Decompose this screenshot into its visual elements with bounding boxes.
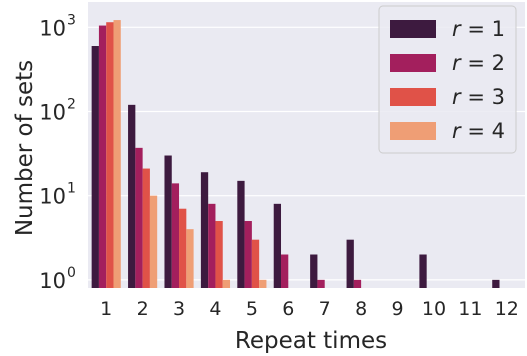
bar	[113, 20, 121, 289]
bars	[91, 20, 500, 289]
legend-swatch	[390, 88, 436, 106]
x-tick-label: 11	[458, 298, 482, 320]
legend-swatch	[390, 122, 436, 140]
x-tick-label: 12	[495, 298, 519, 320]
legend-label: r = 2	[452, 51, 505, 75]
bar	[164, 155, 172, 288]
x-tick-label: 1	[100, 298, 112, 320]
x-tick-label: 7	[319, 298, 331, 320]
x-tick-label: 2	[137, 298, 149, 320]
y-tick-label: 10	[39, 16, 66, 40]
legend-swatch	[390, 54, 436, 72]
bar	[317, 279, 325, 288]
bar	[244, 221, 252, 288]
x-tick-label: 10	[422, 298, 446, 320]
bar	[237, 180, 245, 288]
legend: r = 1 r = 2 r = 3 r = 4	[378, 5, 517, 154]
bar	[492, 279, 500, 288]
bar	[273, 203, 282, 288]
x-tick-label: 8	[355, 298, 367, 320]
bar	[135, 147, 143, 288]
x-tick-labels: 1 2 3 4 5 6 7 8 9 10 11 12	[100, 298, 519, 320]
y-tick-exponent: 2	[67, 97, 76, 113]
x-tick-label: 6	[282, 298, 294, 320]
bar	[142, 168, 150, 288]
legend-label: r = 4	[452, 119, 505, 143]
legend-box	[378, 5, 517, 154]
legend-label: r = 3	[452, 85, 505, 109]
bar	[259, 279, 267, 288]
y-tick-exponent: 0	[67, 265, 76, 281]
bar	[200, 172, 209, 288]
bar	[281, 254, 289, 288]
bar	[346, 239, 354, 288]
y-tick-exponent: 3	[67, 12, 76, 28]
x-tick-label: 4	[209, 298, 221, 320]
bar	[222, 279, 231, 288]
bar	[419, 254, 427, 288]
x-tick-label: 9	[391, 298, 403, 320]
y-tick-label: 10	[39, 269, 66, 293]
bar	[251, 239, 260, 288]
x-tick-label: 5	[246, 298, 258, 320]
bar	[128, 104, 136, 288]
y-tick-exponent: 1	[67, 181, 76, 197]
bar	[171, 183, 180, 288]
y-tick-label: 10	[39, 101, 66, 125]
bar	[215, 221, 223, 288]
legend-swatch	[390, 20, 436, 38]
bar	[208, 203, 216, 288]
bar	[106, 22, 114, 289]
bar	[310, 254, 318, 288]
x-tick-label: 3	[173, 298, 185, 320]
bar	[186, 229, 194, 288]
bar	[179, 208, 187, 288]
bar	[149, 195, 158, 288]
x-axis-label: Repeat times	[235, 328, 387, 354]
bar	[353, 279, 362, 288]
bar	[91, 46, 99, 288]
y-axis-label: Number of sets	[12, 60, 38, 236]
legend-label: r = 1	[452, 17, 505, 41]
y-tick-label: 10	[39, 185, 66, 209]
bar	[98, 25, 107, 289]
